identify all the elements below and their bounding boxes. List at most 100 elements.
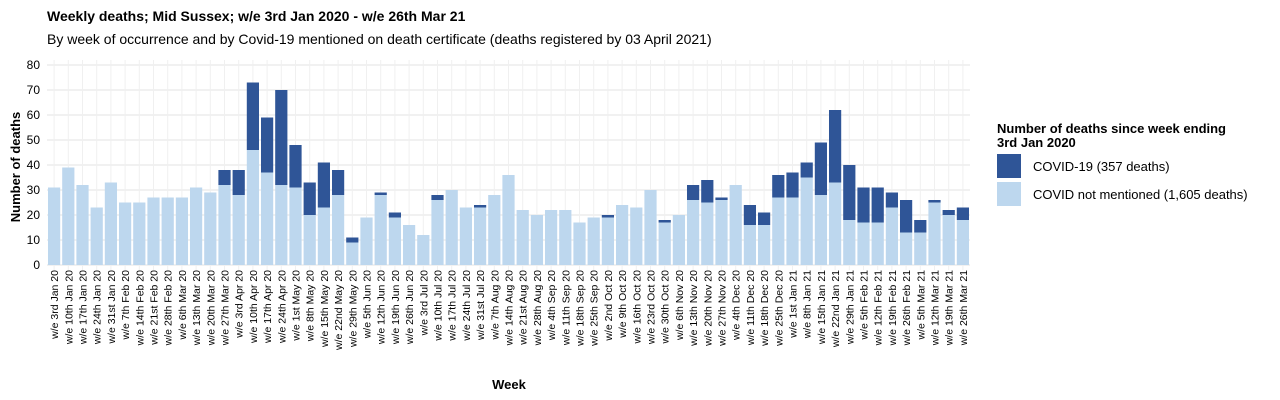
legend-swatch-non-covid — [997, 182, 1021, 206]
x-tick-label: w/e 12th Mar 21 — [930, 270, 942, 346]
x-tick-label: w/e 17th Jul 20 — [447, 270, 459, 342]
bar-covid — [786, 172, 799, 198]
x-tick-label: w/e 15th Jan 21 — [816, 270, 828, 345]
bar-non-covid — [871, 222, 884, 265]
x-tick-label: w/e 6th Mar 20 — [177, 270, 189, 341]
bar-non-covid — [104, 182, 118, 265]
x-tick-label: w/e 14th Feb 20 — [134, 270, 146, 346]
x-tick-label: w/e 25th Sep 20 — [589, 270, 601, 347]
bar-non-covid — [204, 192, 217, 265]
x-tick-label: w/e 12th Jun 20 — [376, 270, 388, 345]
bar-covid — [800, 162, 813, 178]
bar-covid — [899, 200, 913, 233]
chart-subtitle: By week of occurrence and by Covid-19 me… — [47, 31, 712, 47]
x-tick-label: w/e 20th Nov 20 — [702, 270, 714, 347]
y-tick-label: 50 — [27, 133, 41, 147]
x-tick-label: w/e 5th Feb 21 — [859, 270, 871, 341]
x-tick-label: w/e 26th Feb 21 — [901, 270, 913, 346]
x-tick-label: w/e 19th Jun 20 — [390, 270, 402, 345]
bar-non-covid — [828, 182, 842, 265]
x-axis-label: Week — [492, 377, 526, 392]
x-tick-label: w/e 9th Oct 20 — [617, 270, 629, 339]
bar-non-covid — [715, 200, 728, 265]
bar-non-covid — [189, 187, 203, 265]
bar-non-covid — [885, 207, 899, 265]
bar-non-covid — [686, 200, 700, 265]
bar-covid — [843, 165, 856, 220]
bar-covid — [317, 162, 331, 208]
bar-non-covid — [814, 195, 828, 265]
bar-covid — [232, 170, 245, 195]
bar-non-covid — [615, 205, 629, 265]
y-tick-label: 40 — [27, 158, 41, 172]
bar-covid — [914, 220, 927, 233]
x-tick-label: w/e 3rd Jan 20 — [49, 270, 61, 340]
bar-non-covid — [417, 235, 430, 265]
x-tick-label: w/e 6th Nov 20 — [674, 270, 686, 341]
x-tick-label: w/e 22nd Jan 21 — [830, 270, 842, 348]
x-tick-label: w/e 19th Mar 21 — [944, 270, 956, 346]
legend-label-non-covid: COVID not mentioned (1,605 deaths) — [1033, 186, 1248, 202]
bar-non-covid — [388, 217, 402, 265]
bar-non-covid — [47, 187, 61, 265]
x-tick-label: w/e 28th Feb 20 — [163, 270, 175, 346]
bar-non-covid — [843, 220, 856, 265]
bar-non-covid — [601, 217, 615, 265]
bar-non-covid — [260, 172, 274, 265]
legend-item-covid: COVID-19 (357 deaths) — [997, 154, 1248, 178]
x-tick-label: w/e 3rd Apr 20 — [234, 270, 246, 339]
x-tick-label: w/e 23rd Oct 20 — [646, 270, 658, 345]
y-tick-label: 0 — [33, 258, 40, 272]
bar-covid — [743, 205, 757, 225]
y-axis-ticks: 0 10 20 30 40 50 60 70 80 — [27, 58, 41, 272]
x-tick-label: w/e 31st Jan 20 — [106, 270, 118, 345]
bar-non-covid — [317, 207, 331, 265]
bar-non-covid — [573, 222, 586, 265]
x-tick-label: w/e 5th Jun 20 — [362, 270, 374, 339]
x-tick-label: w/e 13th Mar 20 — [191, 270, 203, 346]
bar-non-covid — [516, 210, 529, 265]
bar-non-covid — [62, 167, 75, 265]
bar-non-covid — [729, 185, 742, 265]
bar-non-covid — [701, 202, 714, 265]
x-tick-label: w/e 1st May 20 — [291, 270, 303, 342]
bar-covid — [757, 212, 771, 225]
bar-non-covid — [175, 197, 189, 265]
x-tick-label: w/e 27th Mar 20 — [220, 270, 232, 346]
bar-non-covid — [275, 185, 288, 265]
x-tick-label: w/e 3rd Jul 20 — [418, 270, 430, 337]
bar-non-covid — [672, 215, 686, 265]
legend-label-covid: COVID-19 (357 deaths) — [1033, 158, 1170, 174]
x-tick-label: w/e 5th Mar 21 — [915, 270, 927, 341]
bar-covid — [857, 187, 870, 223]
bar-covid — [956, 207, 970, 220]
x-tick-label: w/e 15th May 20 — [319, 270, 331, 348]
y-tick-label: 60 — [27, 108, 41, 122]
bar-covid — [218, 170, 231, 185]
x-tick-label: w/e 21st Aug 20 — [518, 270, 530, 346]
bar-non-covid — [246, 150, 260, 265]
bar-covid — [289, 145, 302, 188]
bar-covid — [942, 210, 955, 215]
x-tick-label: w/e 13th Nov 20 — [688, 270, 700, 347]
bar-covid — [871, 187, 884, 223]
bars — [47, 82, 970, 265]
x-tick-label: w/e 24th Jul 20 — [461, 270, 473, 342]
bar-non-covid — [118, 202, 132, 265]
x-tick-label: w/e 30th Oct 20 — [660, 270, 672, 345]
bar-non-covid — [899, 232, 913, 265]
bar-covid — [828, 110, 842, 183]
bar-non-covid — [928, 202, 941, 265]
bar-covid — [431, 195, 444, 200]
bar-covid — [275, 90, 288, 185]
bar-non-covid — [76, 185, 89, 265]
x-tick-label: w/e 11th Dec 20 — [745, 270, 757, 346]
x-axis-ticks: w/e 3rd Jan 20 w/e 10th Jan 20 w/e 17th Ja… — [49, 270, 970, 351]
bar-non-covid — [757, 225, 771, 265]
legend: Number of deaths since week ending 3rd J… — [997, 122, 1248, 206]
bar-non-covid — [800, 177, 813, 265]
bar-covid — [303, 182, 316, 215]
bar-non-covid — [473, 207, 487, 265]
y-tick-label: 80 — [27, 58, 41, 72]
x-tick-label: w/e 22nd May 20 — [333, 270, 345, 351]
